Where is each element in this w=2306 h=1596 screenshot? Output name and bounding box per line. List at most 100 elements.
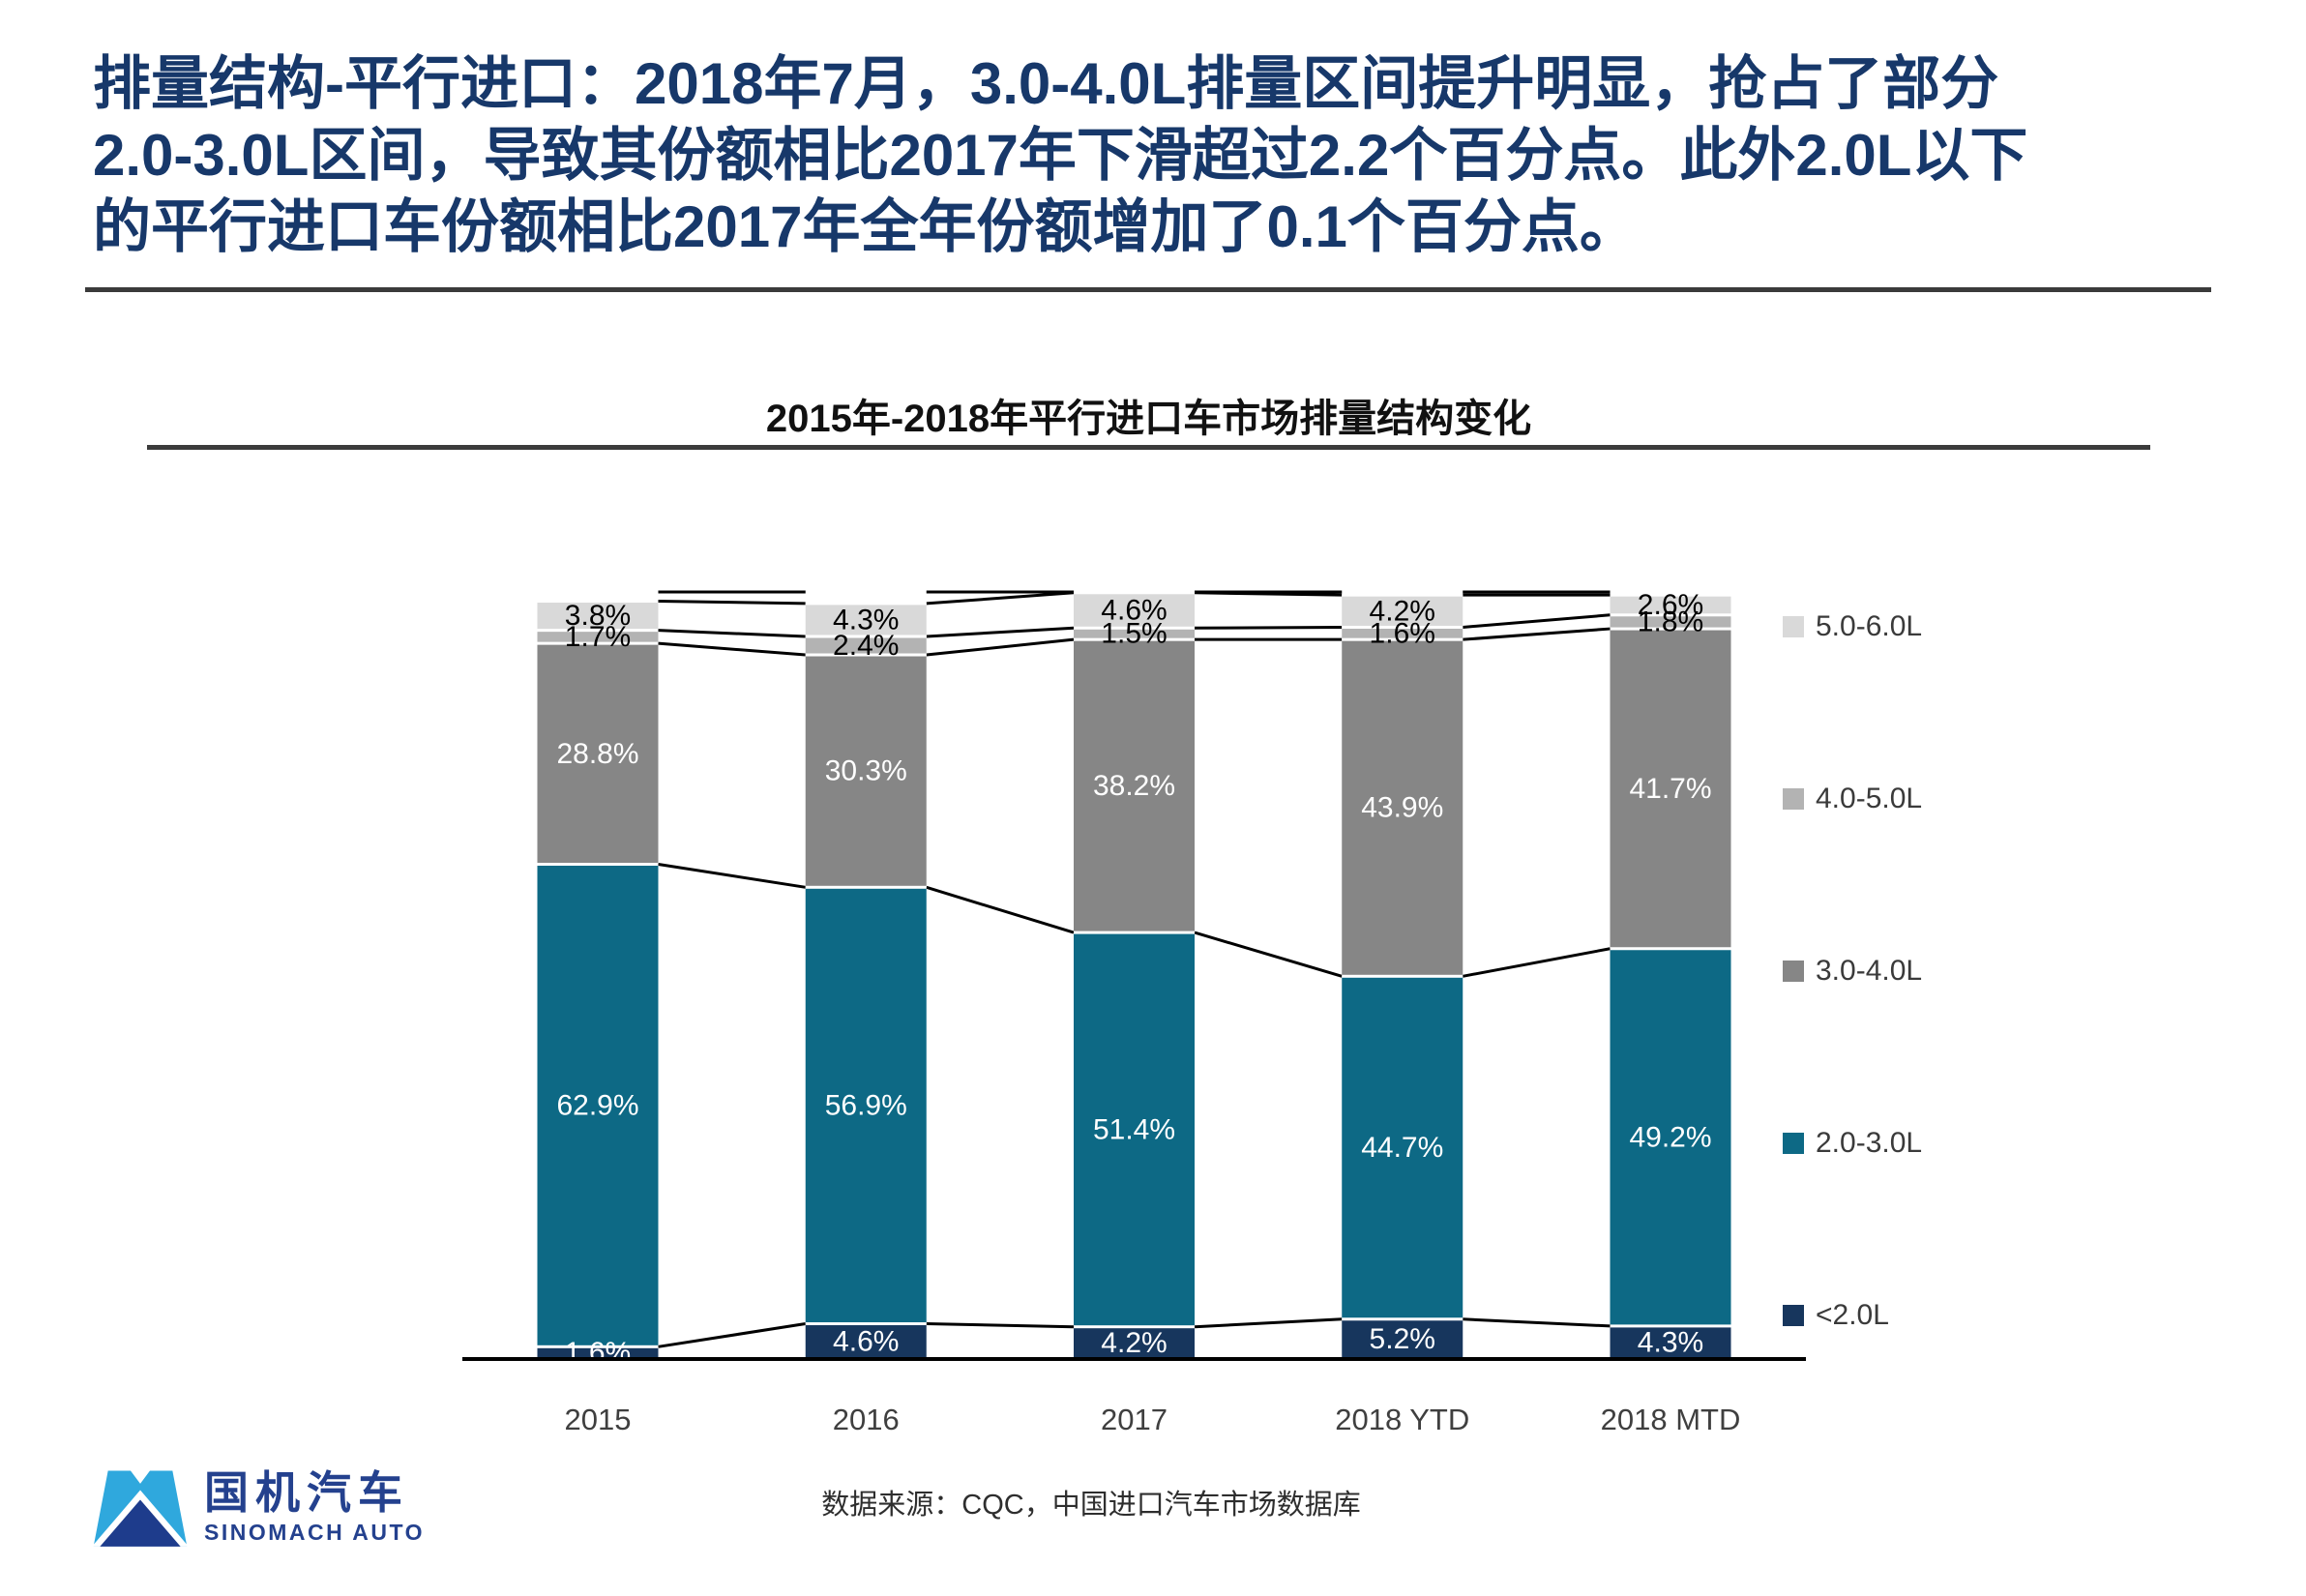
- segment-separator: [537, 641, 659, 645]
- segment-separator: [1074, 931, 1195, 934]
- segment-separator: [1342, 974, 1463, 978]
- bar-segment: [1610, 629, 1731, 949]
- series-connector-line: [926, 1322, 1075, 1329]
- segment-label: 30.3%: [825, 755, 907, 787]
- segment-separator: [1342, 637, 1463, 641]
- legend-swatch: [1783, 1133, 1804, 1154]
- segment-label: 4.3%: [1638, 1326, 1703, 1358]
- segment-separator: [537, 863, 659, 867]
- legend-item: 5.0-6.0L: [1783, 609, 1922, 644]
- x-axis-label: 2017: [1101, 1403, 1168, 1436]
- legend-swatch: [1783, 616, 1804, 637]
- segment-separator: [1074, 637, 1195, 641]
- segment-label: 56.9%: [825, 1089, 907, 1121]
- segment-separator: [1074, 1325, 1195, 1329]
- segment-separator: [805, 1322, 927, 1326]
- bar-segment: [537, 864, 659, 1347]
- slide-title: 排量结构-平行进口：2018年7月，3.0-4.0L排量区间提升明显，抢占了部分…: [93, 48, 2240, 263]
- bar-segment: [537, 1346, 659, 1359]
- segment-separator: [1610, 627, 1731, 631]
- x-axis-label: 2015: [565, 1403, 632, 1436]
- data-source-note: 数据来源：CQC，中国进口汽车市场数据库: [821, 1490, 1361, 1521]
- bar-segment: [537, 630, 659, 644]
- segment-separator: [805, 885, 927, 889]
- title-divider-rule: [85, 287, 2211, 292]
- segment-separator: [805, 602, 927, 606]
- bar-segment: [1610, 614, 1731, 630]
- series-connector-line: [1462, 947, 1611, 978]
- segment-separator: [1342, 1317, 1463, 1321]
- bar-segment: [805, 887, 927, 1324]
- logo-text-block: 国机汽车 SINOMACH AUTO: [204, 1468, 425, 1546]
- series-connector-line: [926, 637, 1075, 657]
- segment-separator: [805, 653, 927, 657]
- bar-segment: [1074, 932, 1195, 1327]
- legend-label: <2.0L: [1816, 1299, 1889, 1331]
- x-axis-label: 2018 MTD: [1601, 1403, 1741, 1436]
- segment-separator: [1342, 625, 1463, 629]
- bar-segment: [805, 635, 927, 656]
- segment-label: 1.7%: [565, 621, 631, 653]
- segment-separator: [1610, 613, 1731, 617]
- bar-segment: [1342, 627, 1463, 640]
- bar-segment: [1610, 1325, 1731, 1359]
- segment-label: 4.6%: [833, 1325, 899, 1357]
- chart-title: 2015年-2018年平行进口车市场排量结构变化: [765, 398, 1532, 440]
- segment-label: 2.6%: [1638, 589, 1703, 621]
- series-connector-line: [1194, 625, 1343, 630]
- legend-label: 3.0-4.0L: [1816, 955, 1923, 987]
- bar-segment: [805, 603, 927, 636]
- segment-label: 49.2%: [1629, 1121, 1711, 1153]
- legend-label: 2.0-3.0L: [1816, 1127, 1923, 1159]
- bar-segment: [1074, 639, 1195, 933]
- segment-separator: [1074, 626, 1195, 630]
- logo-text-en: SINOMACH AUTO: [204, 1520, 425, 1545]
- segment-label: 41.7%: [1629, 773, 1711, 805]
- segment-separator: [1610, 947, 1731, 951]
- series-connector-line: [658, 600, 806, 606]
- bar-segment: [805, 655, 927, 888]
- segment-label: 1.5%: [1101, 618, 1167, 650]
- segment-label: 1.8%: [1638, 606, 1703, 637]
- legend-label: 5.0-6.0L: [1816, 610, 1923, 642]
- x-axis-label: 2018 YTD: [1335, 1403, 1469, 1436]
- segment-label: 4.3%: [833, 604, 899, 635]
- legend-item: 3.0-4.0L: [1783, 954, 1922, 989]
- series-connector-line: [1463, 1317, 1611, 1328]
- segment-label: 5.2%: [1370, 1323, 1435, 1355]
- segment-label: 38.2%: [1093, 770, 1175, 802]
- segment-separator: [537, 600, 659, 604]
- segment-separator: [1610, 1324, 1731, 1328]
- chart-title-rule: [147, 445, 2150, 450]
- slide-title-line-1: 排量结构-平行进口：2018年7月，3.0-4.0L排量区间提升明显，抢占了部分: [93, 51, 1999, 116]
- bar-segment: [1074, 628, 1195, 640]
- segment-label: 4.2%: [1101, 1327, 1167, 1359]
- series-connector-line: [658, 863, 806, 889]
- legend-item: <2.0L: [1783, 1298, 1922, 1333]
- series-connector-line: [658, 641, 806, 657]
- segment-separator: [1342, 593, 1463, 597]
- series-connector-line: [1194, 931, 1343, 978]
- bar-segment: [805, 1323, 927, 1359]
- series-connector-line: [658, 629, 806, 638]
- segment-separator: [805, 635, 927, 638]
- sinomach-logo-icon: [92, 1470, 189, 1547]
- series-connector-line: [926, 885, 1075, 934]
- slide-title-line-2: 2.0-3.0L区间，导致其份额相比2017年下滑超过2.2个百分点。此外2.0…: [93, 123, 2028, 188]
- segment-separator: [1074, 591, 1195, 595]
- segment-separator: [1610, 593, 1731, 597]
- bar-segment: [1342, 976, 1463, 1319]
- segment-label: 1.6%: [565, 1337, 631, 1369]
- stacked-bar-chart: 1.6% 62.9% 28.8% 1.7%3.8% 2015 4.6% 56.9% 30.3%…: [462, 589, 1806, 1436]
- legend-swatch: [1783, 788, 1804, 810]
- bar-segment: [537, 601, 659, 631]
- legend-label: 4.0-5.0L: [1816, 783, 1923, 814]
- x-axis-label: 2016: [833, 1403, 900, 1436]
- legend-item: 2.0-3.0L: [1783, 1126, 1922, 1161]
- segment-separator: [537, 1345, 659, 1348]
- segment-label: 28.8%: [556, 738, 638, 770]
- segment-label: 44.7%: [1361, 1132, 1443, 1164]
- chart-legend: 5.0-6.0L 4.0-5.0L 3.0-4.0L 2.0-3.0L <2.0L: [1783, 609, 1922, 1333]
- segment-separator: [537, 629, 659, 633]
- segment-label: 1.6%: [1370, 617, 1435, 649]
